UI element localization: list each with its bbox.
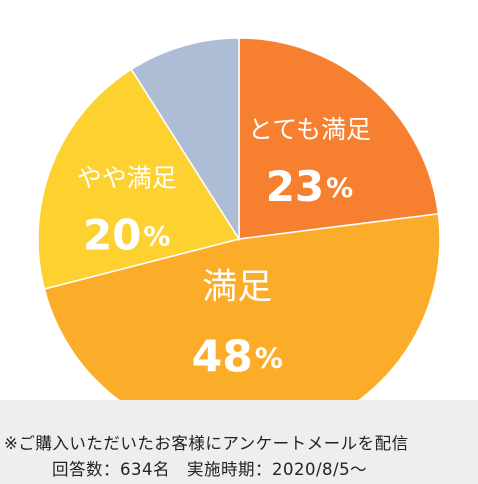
survey-footnote: ※ご購入いただいたお客様にアンケートメールを配信 回答数：634名 実施時期：2…	[0, 400, 478, 484]
slice-value-3: 20%	[83, 210, 171, 259]
pie-slice-1	[238, 37, 440, 240]
slice-label-2: 満足	[202, 267, 272, 307]
slice-value-1: 23%	[266, 162, 354, 211]
pie-slice-3	[37, 68, 241, 290]
pie-slice-4	[130, 37, 240, 242]
slice-label-3: やや満足	[77, 164, 177, 193]
footnote-line-2: 回答数：634名 実施時期：2020/8/5〜	[52, 460, 368, 479]
slice-label-1: とても満足	[248, 115, 371, 144]
pie-chart: とても満足 23% 満足 48% やや満足 20%	[37, 37, 441, 400]
pie-slice-2	[43, 212, 441, 400]
slice-value-2: 48%	[192, 331, 283, 382]
footnote-line-1: ※ご購入いただいたお客様にアンケートメールを配信	[4, 434, 409, 453]
